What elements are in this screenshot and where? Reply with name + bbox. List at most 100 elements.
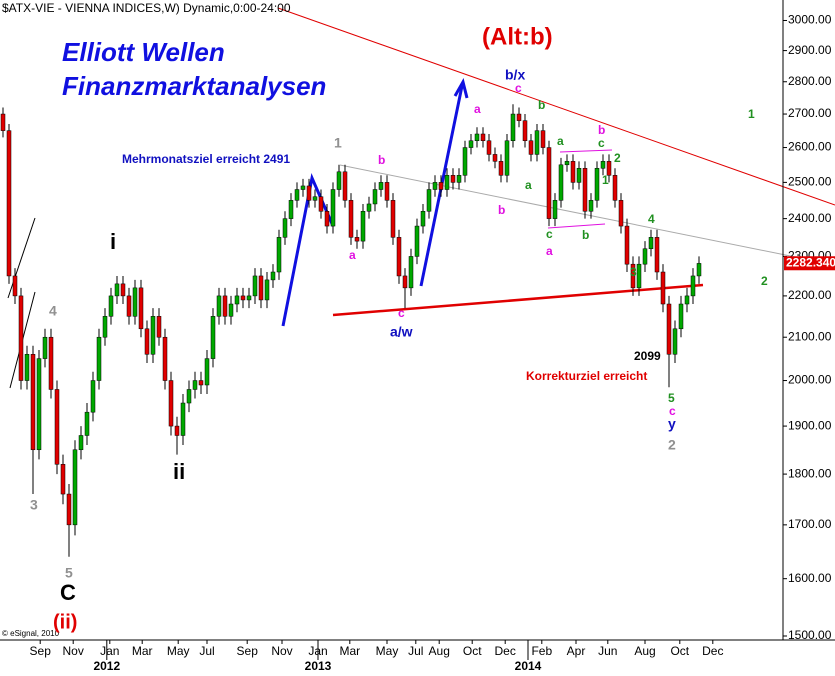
candle-body	[132, 287, 138, 317]
candle-body	[444, 175, 450, 190]
x-tick-label: Mar	[132, 644, 153, 658]
candle-body	[300, 185, 306, 190]
chart-title: $ATX-VIE - VIENNA INDICES,W) Dynamic,0:0…	[2, 1, 291, 15]
candle-body	[558, 164, 564, 201]
candle-body	[156, 316, 162, 338]
candle-body	[60, 464, 66, 495]
candle-body	[666, 303, 672, 355]
y-tick-label: 1500.00	[788, 628, 832, 642]
candle-body	[684, 295, 690, 305]
candle-body	[84, 411, 90, 436]
candle-body	[432, 182, 438, 190]
candle-body	[378, 182, 384, 190]
candle-body	[138, 287, 144, 330]
y-tick-label: 3000.00	[788, 13, 832, 27]
candle-body	[222, 295, 228, 317]
candle-body	[54, 389, 60, 465]
candle-body	[600, 161, 606, 169]
copyright: © eSignal, 2010	[2, 629, 60, 638]
wave-label: 4	[49, 303, 57, 319]
x-tick-label: May	[167, 644, 190, 658]
wave-label: 5	[65, 565, 73, 581]
x-tick-label: Jul	[199, 644, 214, 658]
candle-body	[510, 113, 516, 142]
x-tick-label: Mar	[339, 644, 360, 658]
candle-body	[294, 189, 300, 201]
candle-body	[96, 336, 102, 381]
candle-body	[648, 237, 654, 249]
candle-body	[312, 196, 318, 201]
candle-body	[426, 189, 432, 212]
candle-body	[534, 130, 540, 155]
x-tick-label: Feb	[531, 644, 552, 658]
candle-body	[696, 263, 702, 277]
candle-body	[372, 189, 378, 205]
candle-body	[456, 175, 462, 183]
candle-body	[606, 161, 612, 176]
wave-label: b	[378, 153, 385, 167]
candle-body	[168, 380, 174, 427]
candle-body	[282, 218, 288, 238]
candle-body	[498, 161, 504, 176]
candle-body	[24, 354, 30, 381]
channel-line	[547, 223, 606, 229]
candle-body	[324, 211, 330, 227]
candle-body	[108, 295, 114, 317]
candle-body	[594, 168, 600, 201]
candles	[0, 104, 702, 557]
candle-body	[246, 295, 252, 301]
wave-label: (ii)	[53, 611, 77, 633]
arrow-head	[453, 78, 469, 99]
x-tick-label: Jan	[100, 644, 119, 658]
candle-body	[192, 380, 198, 390]
candle-body	[252, 275, 258, 297]
wave-label: a	[546, 244, 553, 258]
candle-body	[624, 225, 630, 265]
wave-label: i	[110, 229, 116, 254]
candle-body	[366, 203, 372, 212]
candle-body	[348, 200, 354, 238]
candle-body	[210, 316, 216, 359]
candle-body	[72, 449, 78, 526]
x-year-label: 2014	[515, 659, 542, 673]
candle-body	[570, 161, 576, 183]
candle-body	[396, 237, 402, 277]
candle-body	[516, 113, 522, 121]
candle-body	[6, 130, 12, 277]
candle-body	[642, 248, 648, 265]
annotation: Mehrmonatsziel erreicht 2491	[122, 152, 290, 166]
candle-body	[672, 328, 678, 355]
last-price-box	[784, 256, 835, 271]
candle-body	[288, 200, 294, 219]
arrow	[281, 173, 335, 327]
y-tick-label: 2700.00	[788, 106, 832, 120]
y-tick-label: 2200.00	[788, 288, 832, 302]
x-tick-label: Apr	[567, 644, 586, 658]
candle-body	[18, 295, 24, 381]
wave-label: b	[538, 98, 545, 112]
candle-body	[690, 275, 696, 297]
candle-body	[90, 380, 96, 413]
wave-label: b	[598, 123, 605, 137]
candle-body	[402, 275, 408, 289]
candle-body	[198, 380, 204, 386]
x-year-label: 2012	[93, 659, 120, 673]
candle-body	[360, 211, 366, 242]
brand-text: Finanzmarktanalysen	[62, 71, 326, 101]
x-tick-label: Oct	[670, 644, 689, 658]
annotation: Korrekturziel erreicht	[526, 369, 647, 383]
candle-body	[330, 189, 336, 227]
wave-label: c	[598, 136, 605, 150]
wave-label: a	[474, 102, 481, 116]
x-tick-label: Sep	[30, 644, 52, 658]
y-tick-label: 2900.00	[788, 43, 832, 57]
candle-body	[618, 200, 624, 227]
last-price-label: 2282.340	[786, 255, 835, 269]
candle-body	[630, 263, 636, 289]
candle-body	[420, 211, 426, 227]
wave-label: c	[398, 306, 405, 320]
x-year-label: 2013	[305, 659, 332, 673]
y-tick-label: 1900.00	[788, 418, 832, 432]
candle-body	[438, 182, 444, 190]
